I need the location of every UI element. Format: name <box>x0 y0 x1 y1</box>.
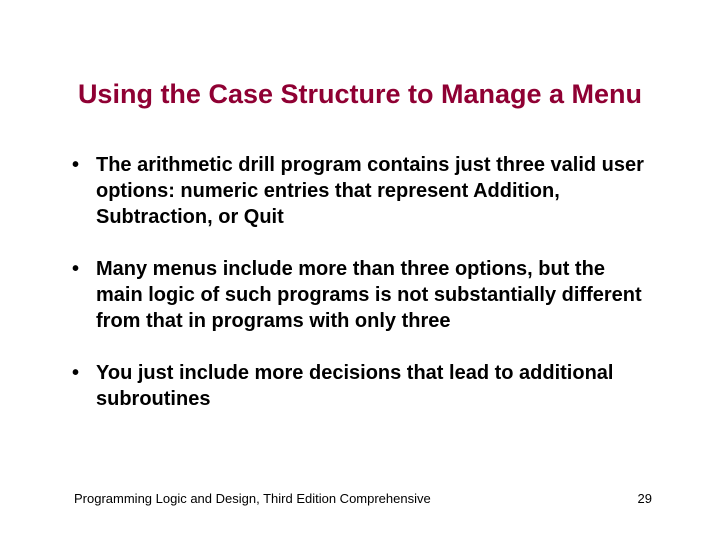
list-item: Many menus include more than three optio… <box>68 256 652 334</box>
list-item: You just include more decisions that lea… <box>68 360 652 412</box>
list-item: The arithmetic drill program contains ju… <box>68 152 652 230</box>
slide-title: Using the Case Structure to Manage a Men… <box>0 0 720 112</box>
slide: Using the Case Structure to Manage a Men… <box>0 0 720 540</box>
footer: Programming Logic and Design, Third Edit… <box>0 491 720 506</box>
bullet-list: The arithmetic drill program contains ju… <box>0 112 720 412</box>
footer-text: Programming Logic and Design, Third Edit… <box>74 491 431 506</box>
page-number: 29 <box>638 491 652 506</box>
